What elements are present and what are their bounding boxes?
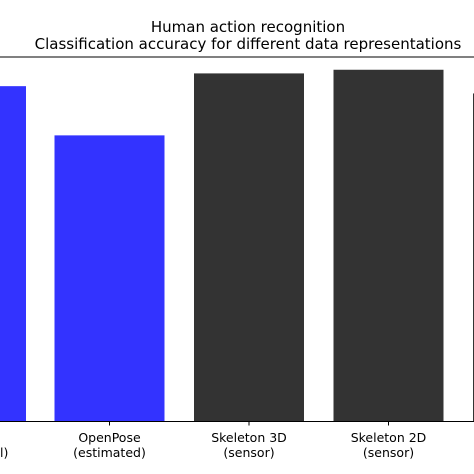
- x-ticks-group: OpenPose(estimated)Skeleton 3D(sensor)Sk…: [0, 421, 427, 460]
- x-tick-sublabel-1: (estimated): [73, 445, 146, 460]
- x-tick-label-1: OpenPose: [78, 430, 141, 445]
- chart-title: Human action recognition: [151, 18, 345, 36]
- bars-group: [0, 69, 474, 422]
- x-tick-sublabel-2: (sensor): [223, 445, 274, 460]
- bar-3: [333, 69, 444, 422]
- x-tick-label-2: Skeleton 3D: [211, 430, 287, 445]
- x-tick-sublabel-3: (sensor): [363, 445, 414, 460]
- chart-subtitle: Classification accuracy for different da…: [35, 35, 462, 53]
- bar-2: [194, 73, 304, 422]
- bar-0: [0, 86, 26, 422]
- x-tick-label-3: Skeleton 2D: [351, 430, 427, 445]
- x-tick-sublabel-fragment-0: l): [0, 445, 8, 460]
- bar-1: [54, 135, 165, 422]
